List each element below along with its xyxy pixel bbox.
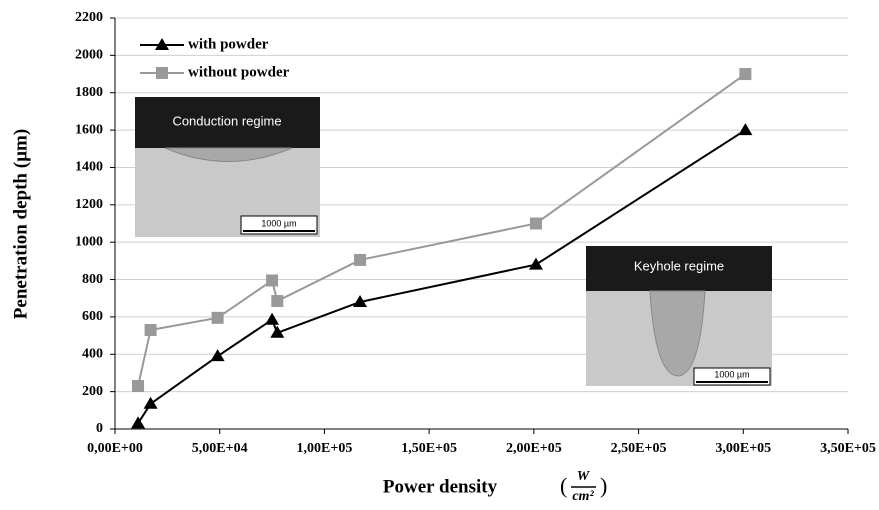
series-line xyxy=(137,129,746,424)
scale-bar-label: 1000 µm xyxy=(261,218,296,228)
marker xyxy=(211,311,224,324)
scale-bar-box xyxy=(240,215,318,235)
y-tick-label: 600 xyxy=(82,309,103,324)
marker xyxy=(144,323,157,336)
inset-label: Conduction regime xyxy=(172,113,281,128)
marker xyxy=(353,294,368,307)
legend-label: with powder xyxy=(188,36,269,52)
marker xyxy=(529,217,542,230)
x-tick-label: 1,50E+05 xyxy=(401,441,457,456)
marker xyxy=(210,349,225,362)
y-tick-label: 2000 xyxy=(75,48,103,63)
marker xyxy=(739,68,752,81)
marker xyxy=(266,274,279,287)
x-tick-label: 3,50E+05 xyxy=(820,441,876,456)
legend-label: without powder xyxy=(188,64,290,80)
y-tick-label: 0 xyxy=(96,421,103,436)
series-line xyxy=(137,73,746,387)
unit-close: ) xyxy=(600,473,607,498)
unit-denominator: cm² xyxy=(572,489,594,504)
inset-label: Keyhole regime xyxy=(634,258,724,273)
y-axis-title: Penetration depth (µm) xyxy=(10,129,31,319)
y-tick-label: 400 xyxy=(82,346,103,361)
x-axis-title: Power density xyxy=(383,476,498,497)
legend-marker xyxy=(155,38,169,50)
y-tick-label: 800 xyxy=(82,272,103,287)
marker xyxy=(143,396,158,409)
y-tick-label: 2200 xyxy=(75,10,103,25)
marker xyxy=(265,312,280,325)
x-tick-label: 2,50E+05 xyxy=(611,441,667,456)
unit-open: ( xyxy=(560,473,567,498)
x-tick-label: 1,00E+05 xyxy=(297,441,353,456)
scale-bar-label: 1000 µm xyxy=(714,369,749,379)
micrograph-top xyxy=(586,246,772,291)
x-tick-label: 0,00E+00 xyxy=(87,441,143,456)
x-tick-label: 2,00E+05 xyxy=(506,441,562,456)
melt-pool xyxy=(649,290,706,377)
marker xyxy=(271,295,284,308)
marker xyxy=(270,325,285,338)
y-tick-label: 1200 xyxy=(75,197,103,212)
y-tick-label: 1600 xyxy=(75,122,103,137)
unit-numerator: W xyxy=(577,469,591,484)
marker xyxy=(738,123,753,136)
y-tick-label: 1000 xyxy=(75,234,103,249)
x-tick-label: 3,00E+05 xyxy=(715,441,771,456)
x-tick-label: 5,00E+04 xyxy=(192,441,248,456)
micrograph-top xyxy=(135,97,320,148)
marker xyxy=(131,416,146,429)
y-tick-label: 1400 xyxy=(75,160,103,175)
marker xyxy=(354,253,367,266)
inset-conduction: Conduction regime 1000 µm xyxy=(135,97,320,237)
scale-bar-box xyxy=(693,367,771,386)
y-tick-label: 200 xyxy=(82,384,103,399)
marker xyxy=(528,257,543,270)
legend-marker xyxy=(156,67,168,79)
marker xyxy=(132,380,145,393)
melt-pool xyxy=(164,147,293,162)
y-tick-label: 1800 xyxy=(75,85,103,100)
inset-keyhole: Keyhole regime 1000 µm xyxy=(586,246,772,386)
